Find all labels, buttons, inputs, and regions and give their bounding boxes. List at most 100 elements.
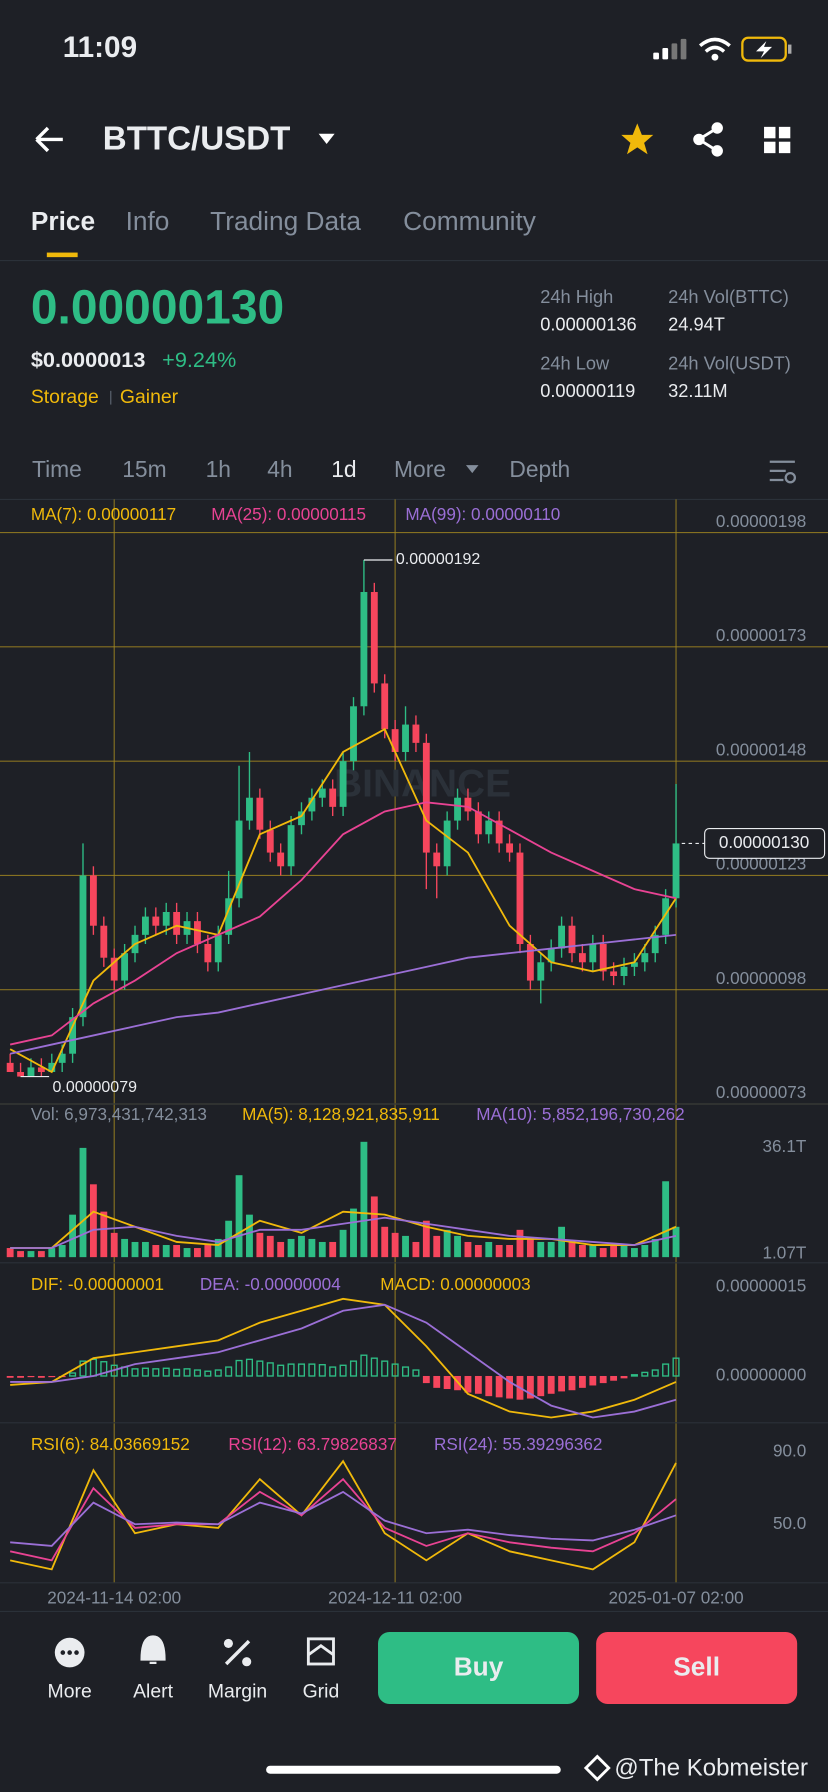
tag[interactable]: Gainer bbox=[120, 386, 179, 408]
legend-item: MACD: 0.00000003 bbox=[380, 1274, 530, 1294]
interval[interactable]: More bbox=[394, 456, 446, 482]
macd-bar bbox=[412, 1369, 420, 1377]
volume-bar bbox=[558, 1226, 566, 1258]
more-dropdown[interactable] bbox=[465, 465, 479, 474]
candle-body bbox=[48, 1062, 56, 1072]
charging-icon bbox=[756, 41, 773, 59]
buy-label[interactable]: Buy bbox=[454, 1652, 504, 1682]
candle-body bbox=[506, 843, 513, 853]
signal-icon bbox=[653, 38, 687, 60]
back-button[interactable] bbox=[35, 126, 63, 153]
volume-bar bbox=[526, 1238, 534, 1258]
macd-bar bbox=[370, 1357, 378, 1377]
tag[interactable]: Storage bbox=[31, 386, 99, 408]
candle-body bbox=[277, 852, 285, 867]
pair-dropdown[interactable] bbox=[318, 133, 335, 144]
candle-body bbox=[308, 797, 316, 812]
candle-body bbox=[141, 916, 149, 935]
volume-bar bbox=[620, 1245, 628, 1258]
x-tick-label: 2024-11-14 02:00 bbox=[47, 1587, 181, 1607]
macd-bar bbox=[360, 1354, 368, 1377]
candle-body bbox=[599, 944, 607, 972]
stat-value: 0.00000136 bbox=[540, 314, 636, 335]
legend-item: Vol: 6,973,431,742,313 bbox=[31, 1104, 207, 1124]
layout-button[interactable] bbox=[764, 126, 791, 154]
y-tick-label: 0.00000000 bbox=[716, 1365, 806, 1385]
macd-bar bbox=[662, 1363, 670, 1377]
y-tick-label: 0.00000148 bbox=[716, 739, 806, 759]
candle-body bbox=[433, 852, 441, 867]
sell-label[interactable]: Sell bbox=[673, 1652, 720, 1682]
action-label[interactable]: Grid bbox=[303, 1681, 340, 1703]
volume-bar bbox=[350, 1208, 357, 1258]
battery-tip bbox=[788, 44, 792, 54]
indicator-line bbox=[10, 1303, 677, 1419]
candle-body bbox=[412, 724, 420, 743]
interval[interactable]: Depth bbox=[509, 456, 570, 482]
more-icon[interactable] bbox=[54, 1637, 85, 1668]
tab[interactable]: Price bbox=[31, 206, 95, 236]
macd-bar bbox=[672, 1357, 680, 1377]
legend-item: MA(10): 5,852,196,730,262 bbox=[476, 1104, 684, 1124]
volume-bar bbox=[246, 1214, 253, 1258]
candle-body bbox=[558, 925, 566, 949]
interval[interactable]: 15m bbox=[122, 456, 166, 482]
annotation: 0.00000192 bbox=[396, 551, 481, 568]
grid-icon[interactable] bbox=[306, 1637, 335, 1666]
candle-body bbox=[110, 957, 118, 981]
candle-body bbox=[287, 825, 295, 867]
tab[interactable]: Community bbox=[403, 206, 537, 236]
macd-bar bbox=[48, 1375, 56, 1378]
pair-title[interactable]: BTTC/USDT bbox=[103, 120, 291, 157]
sell-button[interactable] bbox=[596, 1632, 798, 1704]
volume-bar bbox=[48, 1248, 56, 1258]
macd-bar bbox=[100, 1361, 108, 1377]
action-label[interactable]: Margin bbox=[208, 1681, 267, 1703]
indicator-line bbox=[9, 933, 677, 1055]
macd-bar bbox=[547, 1375, 555, 1394]
macd-bar bbox=[297, 1363, 306, 1377]
volume-bar bbox=[162, 1245, 170, 1258]
chart-settings[interactable] bbox=[769, 460, 797, 484]
candle-body bbox=[89, 875, 97, 926]
interval[interactable]: Time bbox=[32, 456, 82, 482]
buy-button[interactable] bbox=[378, 1632, 580, 1704]
macd-bar bbox=[339, 1364, 347, 1377]
interval[interactable]: 1d bbox=[331, 456, 356, 482]
margin-icon[interactable] bbox=[223, 1638, 252, 1667]
watermark: @The Kobmeister bbox=[614, 1754, 808, 1781]
candle-body bbox=[194, 921, 201, 944]
volume-bar bbox=[235, 1175, 243, 1258]
legend-item: MA(25): 0.00000115 bbox=[211, 504, 366, 524]
candle-body bbox=[422, 742, 430, 853]
macd-bar bbox=[537, 1375, 545, 1397]
macd-bar bbox=[620, 1375, 628, 1379]
candle-body bbox=[464, 797, 472, 812]
tab[interactable]: Info bbox=[126, 206, 170, 236]
macd-bar bbox=[568, 1375, 576, 1391]
tab-indicator bbox=[46, 252, 78, 258]
tab[interactable]: Trading Data bbox=[210, 206, 361, 236]
last-price-tag bbox=[704, 827, 826, 859]
candle-body bbox=[589, 944, 597, 963]
share-button[interactable] bbox=[693, 122, 723, 157]
y-tick-label: 0.00000173 bbox=[716, 625, 806, 645]
macd-bar bbox=[651, 1369, 659, 1377]
interval[interactable]: 1h bbox=[206, 456, 231, 482]
macd-bar bbox=[162, 1367, 170, 1377]
action-label[interactable]: More bbox=[48, 1681, 92, 1703]
action-label[interactable]: Alert bbox=[133, 1681, 173, 1703]
indicator-line bbox=[10, 1297, 677, 1419]
legend-item: RSI(24): 55.39296362 bbox=[434, 1434, 602, 1454]
volume-bar bbox=[474, 1245, 482, 1258]
macd-bar bbox=[131, 1368, 139, 1377]
volume-bar bbox=[194, 1248, 201, 1258]
indicator-line bbox=[9, 801, 677, 1046]
candle-body bbox=[162, 912, 170, 926]
interval[interactable]: 4h bbox=[267, 456, 292, 482]
alert-icon[interactable] bbox=[140, 1635, 166, 1664]
favorite-star[interactable] bbox=[621, 123, 654, 155]
candle-body bbox=[79, 875, 87, 1018]
macd-bar bbox=[443, 1375, 451, 1390]
